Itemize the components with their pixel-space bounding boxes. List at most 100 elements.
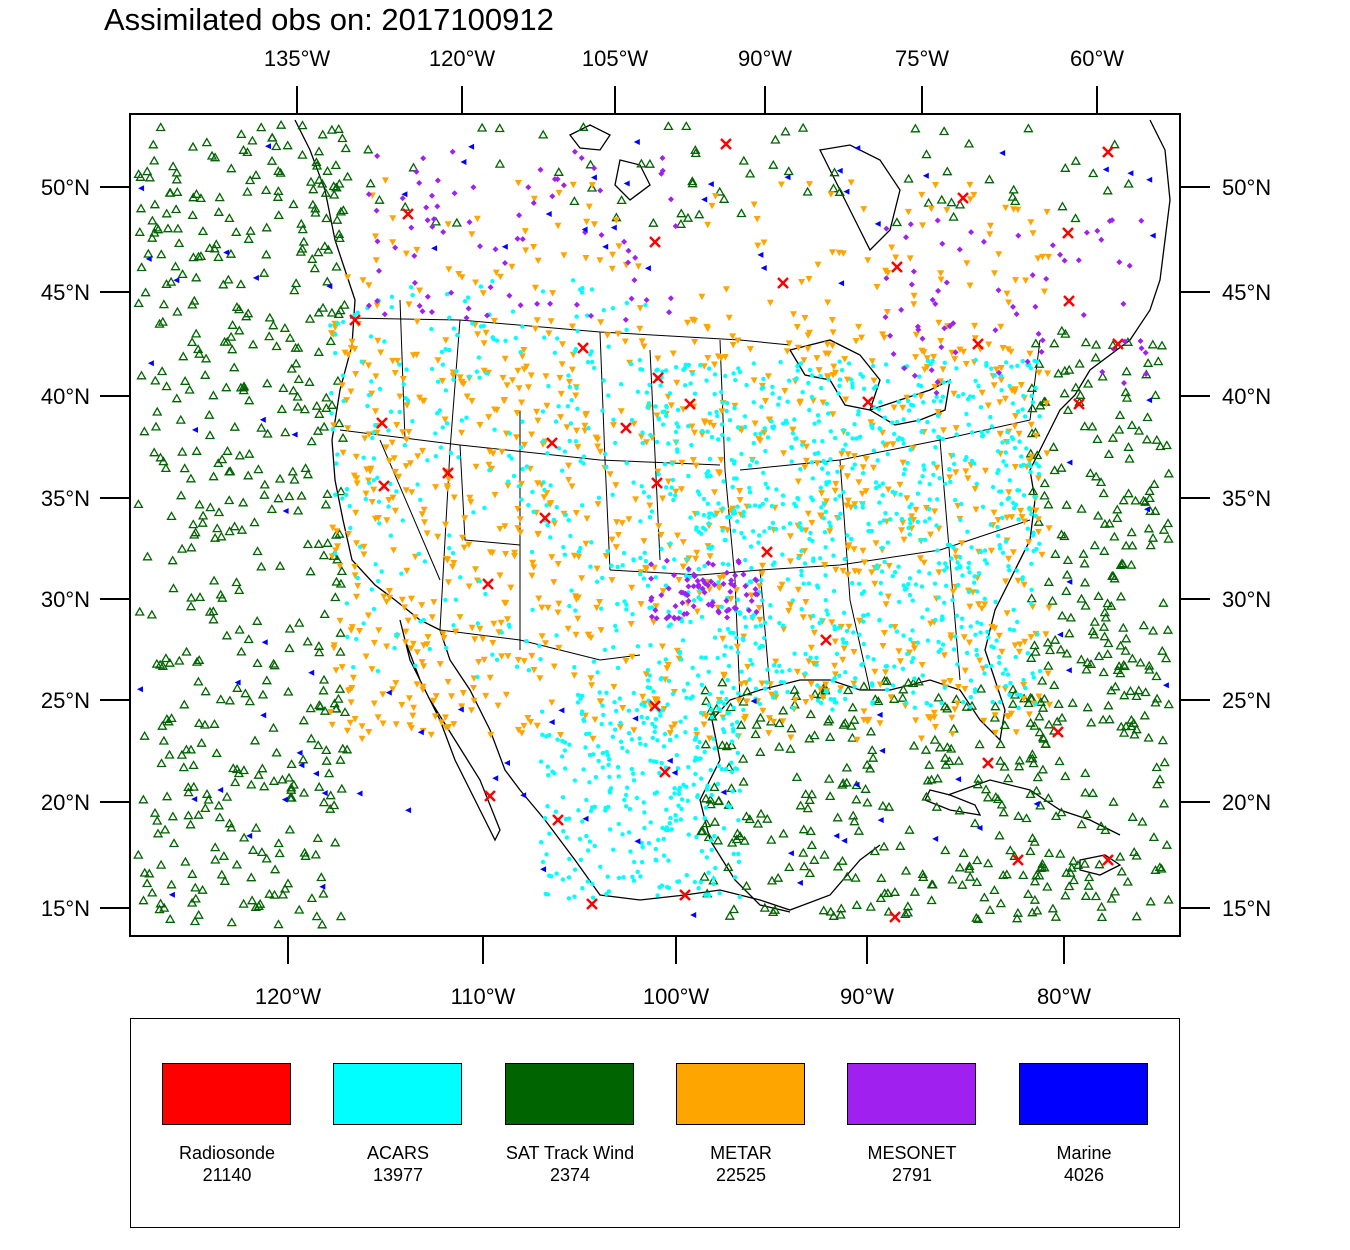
metar-marker (557, 390, 565, 398)
metar-marker (1003, 713, 1011, 720)
sat-track-wind-marker (236, 646, 247, 656)
mesonet-marker (943, 279, 950, 286)
acars-marker (1037, 541, 1042, 546)
acars-marker (556, 446, 562, 451)
acars-marker (572, 665, 577, 670)
acars-marker (1029, 393, 1034, 399)
acars-marker (373, 423, 378, 428)
acars-marker (828, 696, 833, 702)
metar-marker (403, 436, 411, 443)
metar-marker (402, 628, 410, 636)
acars-marker (888, 623, 893, 629)
metar-marker (528, 431, 536, 438)
acars-marker (593, 775, 599, 780)
sat-track-wind-marker (188, 781, 199, 791)
mesonet-marker (571, 148, 578, 155)
acars-marker (547, 873, 552, 878)
sat-track-wind-marker (1140, 496, 1151, 506)
sat-track-wind-marker (709, 816, 721, 826)
acars-marker (1015, 619, 1020, 625)
sat-track-wind-marker (133, 849, 144, 859)
acars-marker (728, 645, 734, 650)
radiosonde-marker (482, 578, 494, 590)
acars-marker (966, 589, 972, 595)
acars-marker (692, 879, 698, 885)
acars-marker (810, 476, 816, 481)
sat-track-wind-marker (300, 850, 311, 860)
metar-marker (542, 640, 549, 647)
metar-marker (374, 714, 382, 721)
acars-marker (511, 473, 517, 479)
right-lat-label: 25°N (1222, 688, 1271, 713)
sat-track-wind-marker (1096, 912, 1108, 922)
acars-marker (661, 836, 666, 842)
marine-marker (261, 639, 268, 646)
sat-track-wind-marker (321, 392, 332, 402)
sat-track-wind-marker (726, 740, 737, 750)
acars-marker (792, 417, 797, 422)
acars-marker (653, 575, 658, 580)
sat-track-wind-marker (1130, 495, 1141, 505)
acars-marker (941, 380, 946, 385)
metar-marker (458, 429, 466, 437)
sat-track-wind-marker (165, 276, 177, 286)
metar-marker (563, 424, 571, 431)
acars-marker (733, 377, 738, 383)
acars-marker (600, 765, 606, 770)
mesonet-marker (399, 195, 406, 202)
acars-marker (435, 379, 441, 384)
acars-marker (895, 437, 901, 442)
acars-marker (733, 875, 738, 880)
metar-marker (434, 357, 442, 364)
sat-track-wind-marker (738, 753, 749, 763)
acars-marker (812, 451, 818, 456)
acars-marker (883, 664, 888, 669)
metar-marker (402, 463, 410, 470)
marine-marker (955, 776, 962, 783)
acars-marker (400, 518, 405, 523)
acars-marker (697, 739, 702, 745)
metar-marker (852, 338, 860, 345)
sat-track-wind-marker (330, 837, 341, 847)
sat-track-wind-marker (1109, 573, 1120, 583)
metar-marker (594, 436, 602, 443)
metar-marker (981, 467, 989, 475)
metar-marker (991, 712, 999, 719)
metar-marker (468, 624, 476, 632)
metar-marker (879, 643, 887, 650)
sat-track-wind-marker (1050, 911, 1062, 921)
acars-marker (951, 647, 957, 652)
sat-track-wind-marker (313, 740, 324, 750)
sat-track-wind-marker (1007, 191, 1018, 201)
coastline-path (684, 844, 881, 911)
sat-track-wind-marker (1090, 339, 1102, 349)
acars-marker (695, 510, 700, 516)
metar-marker (572, 596, 580, 603)
sat-track-wind-marker (275, 119, 287, 129)
acars-marker (790, 431, 796, 436)
mesonet-marker (890, 351, 897, 357)
metar-marker (759, 707, 767, 715)
mesonet-marker (883, 225, 890, 232)
metar-marker (472, 566, 479, 573)
acars-marker (606, 762, 611, 767)
sat-track-wind-marker (778, 828, 789, 838)
acars-marker (866, 521, 871, 527)
sat-track-wind-marker (1148, 832, 1160, 842)
acars-marker (572, 867, 578, 872)
acars-marker (756, 540, 761, 545)
metar-marker (416, 394, 423, 402)
acars-marker (546, 383, 551, 389)
sat-track-wind-marker (231, 859, 243, 869)
acars-marker (777, 620, 782, 626)
mesonet-marker (530, 200, 537, 206)
sat-track-wind-marker (231, 226, 242, 236)
sat-track-wind-marker (849, 816, 860, 826)
metar-marker (824, 299, 832, 306)
mesonet-marker (980, 238, 987, 245)
legend-swatch-marine (1019, 1063, 1148, 1125)
mesonet-marker (448, 289, 455, 296)
acars-marker (638, 555, 643, 561)
sat-track-wind-marker (897, 692, 908, 702)
